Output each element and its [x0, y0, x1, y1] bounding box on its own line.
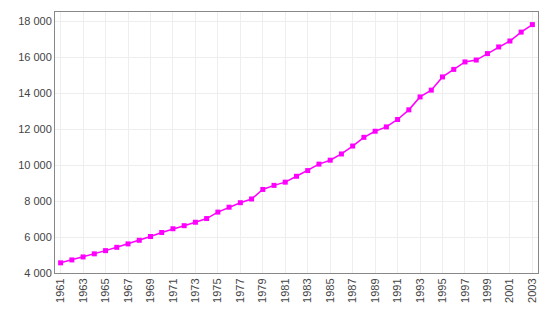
- svg-text:1967: 1967: [122, 278, 134, 302]
- svg-text:1999: 1999: [481, 278, 493, 302]
- svg-text:14 000: 14 000: [18, 87, 52, 99]
- svg-text:16 000: 16 000: [18, 51, 52, 63]
- svg-text:1983: 1983: [301, 278, 313, 302]
- svg-text:1965: 1965: [99, 278, 111, 302]
- svg-text:1991: 1991: [391, 278, 403, 302]
- svg-text:8 000: 8 000: [24, 195, 52, 207]
- svg-text:1963: 1963: [77, 278, 89, 302]
- svg-text:1985: 1985: [324, 278, 336, 302]
- svg-text:1987: 1987: [346, 278, 358, 302]
- svg-text:1973: 1973: [189, 278, 201, 302]
- svg-text:1975: 1975: [211, 278, 223, 302]
- svg-text:4 000: 4 000: [24, 267, 52, 279]
- svg-text:10 000: 10 000: [18, 159, 52, 171]
- svg-text:1971: 1971: [167, 278, 179, 302]
- svg-text:1961: 1961: [54, 278, 66, 302]
- svg-text:6 000: 6 000: [24, 231, 52, 243]
- svg-text:2003: 2003: [526, 278, 538, 302]
- svg-text:1993: 1993: [414, 278, 426, 302]
- svg-text:18 000: 18 000: [18, 15, 52, 27]
- svg-text:1969: 1969: [144, 278, 156, 302]
- svg-text:1995: 1995: [436, 278, 448, 302]
- svg-text:1997: 1997: [459, 278, 471, 302]
- svg-text:1979: 1979: [256, 278, 268, 302]
- svg-text:1981: 1981: [279, 278, 291, 302]
- svg-text:1977: 1977: [234, 278, 246, 302]
- svg-text:1989: 1989: [369, 278, 381, 302]
- svg-text:2001: 2001: [503, 278, 515, 302]
- svg-text:12 000: 12 000: [18, 123, 52, 135]
